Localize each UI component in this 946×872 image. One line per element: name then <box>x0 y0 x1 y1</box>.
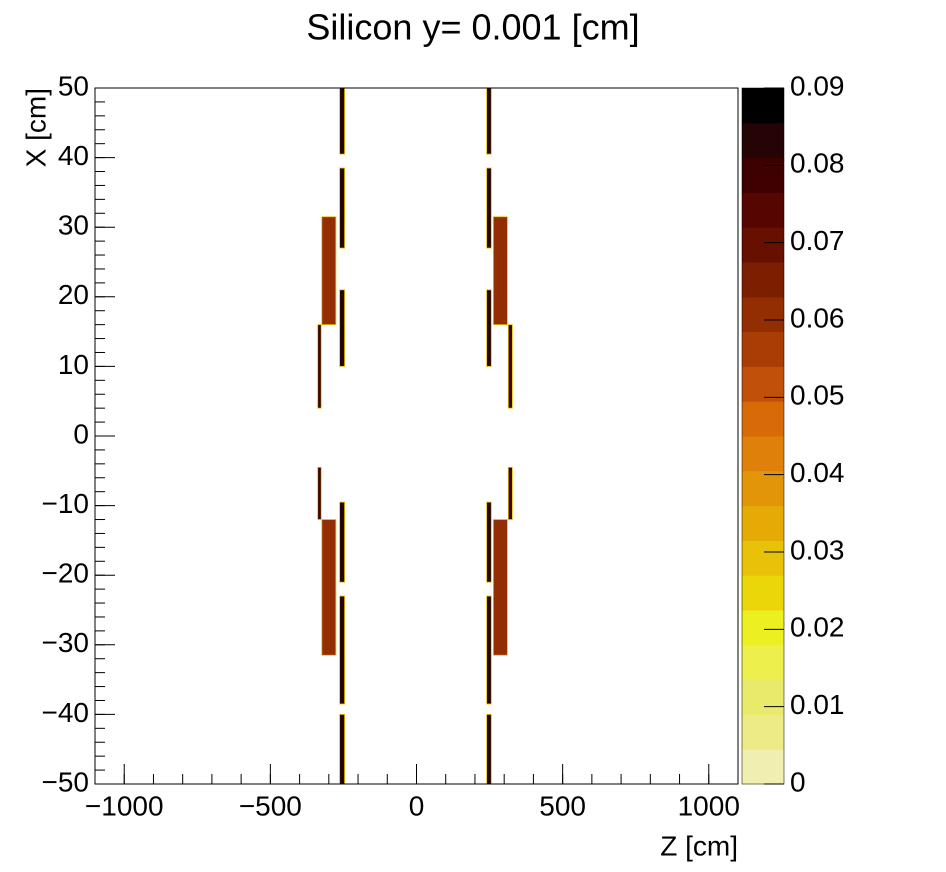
color-band <box>742 714 784 750</box>
cell <box>339 595 346 705</box>
y-tick-label: 30 <box>58 210 89 241</box>
y-tick-label: −10 <box>42 488 90 519</box>
color-band <box>742 749 784 785</box>
z-tick-label: 0.06 <box>790 302 845 333</box>
color-band <box>742 644 784 681</box>
cell <box>339 501 346 583</box>
cell <box>339 87 346 155</box>
z-tick-label: 0.01 <box>790 689 845 720</box>
color-band <box>742 262 784 298</box>
cell <box>492 216 508 326</box>
color-band <box>742 192 784 228</box>
cell <box>317 466 322 520</box>
color-band <box>742 331 784 367</box>
x-tick-label: 1000 <box>678 790 740 821</box>
z-tick-label: 0.05 <box>790 380 845 411</box>
x-axis-label: Z [cm] <box>660 830 738 861</box>
x-tick-label: 0 <box>409 790 425 821</box>
y-tick-label: −40 <box>42 697 90 728</box>
z-tick-label: 0.09 <box>790 70 845 101</box>
color-band <box>742 679 784 715</box>
y-tick-label: −50 <box>42 766 90 797</box>
plot-area <box>95 88 738 784</box>
cell <box>486 167 492 249</box>
color-band <box>742 575 784 611</box>
color-band <box>742 296 784 333</box>
cell <box>486 289 492 367</box>
y-tick-label: −30 <box>42 627 90 658</box>
y-tick-label: 40 <box>58 140 89 171</box>
z-tick-label: 0.07 <box>790 225 845 256</box>
z-tick-label: 0.03 <box>790 534 845 565</box>
cell <box>339 714 346 785</box>
z-tick-label: 0.02 <box>790 612 845 643</box>
y-tick-label: 10 <box>58 349 89 380</box>
y-tick-label: 0 <box>73 418 89 449</box>
color-band <box>742 157 784 193</box>
y-tick-label: 50 <box>58 70 89 101</box>
cell <box>339 167 346 249</box>
color-band <box>742 436 784 472</box>
cell <box>317 324 322 409</box>
cell <box>486 595 492 705</box>
color-band <box>742 401 784 437</box>
color-band <box>742 366 784 402</box>
y-tick-label: 20 <box>58 279 89 310</box>
color-band <box>742 470 784 507</box>
x-tick-label: −1000 <box>85 790 164 821</box>
color-band <box>742 227 784 263</box>
x-tick-label: −500 <box>239 790 302 821</box>
y-tick-label: −20 <box>42 558 90 589</box>
cell <box>486 714 492 785</box>
color-band <box>742 610 784 646</box>
color-bar-frame <box>741 87 785 785</box>
cell <box>507 324 513 409</box>
cell <box>321 216 337 326</box>
cell <box>321 519 337 656</box>
y-axis-label: X [cm] <box>20 88 51 167</box>
z-tick-label: 0 <box>790 766 806 797</box>
color-band <box>742 122 784 159</box>
chart-title: Silicon y= 0.001 [cm] <box>306 7 639 48</box>
cell <box>486 501 492 583</box>
cell <box>507 466 513 520</box>
cell <box>339 289 346 367</box>
z-tick-label: 0.04 <box>790 457 845 488</box>
color-band <box>742 540 784 576</box>
cell <box>486 87 492 155</box>
cell <box>492 519 508 656</box>
color-band <box>742 505 784 541</box>
color-band <box>742 88 784 124</box>
x-tick-label: 500 <box>539 790 586 821</box>
z-tick-label: 0.08 <box>790 148 845 179</box>
